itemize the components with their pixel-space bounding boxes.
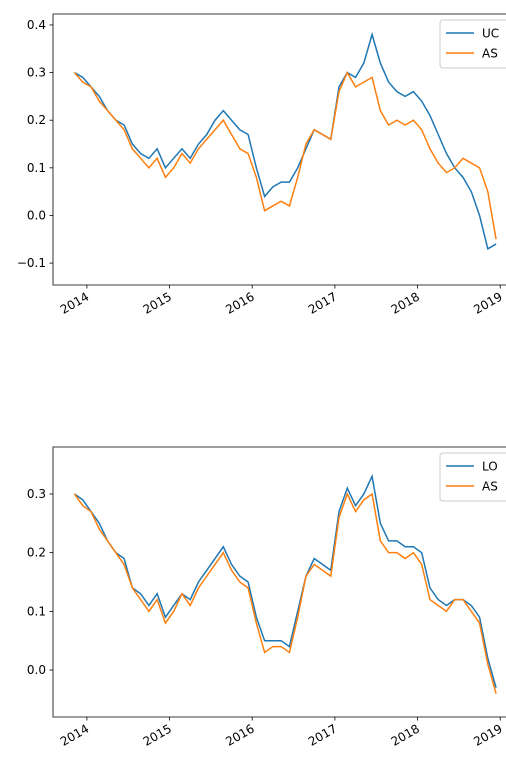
y-tick-label: 0.3 — [27, 487, 46, 501]
legend-label: AS — [482, 47, 498, 61]
y-tick-label: 0.2 — [27, 546, 46, 560]
x-tick-label: 2017 — [306, 289, 339, 316]
y-tick-label: 0.3 — [27, 66, 46, 80]
plot-area — [73, 31, 497, 250]
x-tick-label: 2018 — [389, 721, 422, 748]
series-line — [74, 473, 497, 688]
x-tick-label: 2017 — [306, 721, 339, 748]
y-tick-label: 0.0 — [27, 663, 46, 677]
y-tick-label: 0.1 — [27, 161, 46, 175]
y-tick-label: 0.2 — [27, 113, 46, 127]
x-tick-label: 2014 — [58, 289, 91, 316]
legend-box — [439, 19, 506, 69]
x-tick-label: 2016 — [223, 721, 256, 748]
axes-frame — [52, 13, 506, 286]
series-line — [73, 70, 497, 240]
x-tick-label: 2015 — [141, 289, 174, 316]
legend-label: LO — [482, 460, 498, 474]
legend-label: AS — [482, 480, 498, 494]
x-tick-label: 2015 — [141, 721, 174, 748]
plot-area — [73, 473, 497, 694]
y-tick-label: 0.1 — [27, 604, 46, 618]
legend-label: UC — [482, 27, 499, 41]
x-tick-label: 2019 — [471, 289, 504, 316]
x-tick-label: 2016 — [223, 289, 256, 316]
y-tick-label: −0.1 — [17, 256, 46, 270]
series-line — [73, 491, 497, 694]
axes-frame — [52, 446, 506, 718]
x-tick-label: 2018 — [389, 289, 422, 316]
y-tick-label: 0.4 — [27, 18, 46, 32]
x-tick-label: 2014 — [58, 721, 91, 748]
series-line — [74, 31, 497, 250]
legend-box — [439, 452, 506, 502]
x-tick-label: 2019 — [471, 721, 504, 748]
y-tick-label: 0.0 — [27, 208, 46, 222]
